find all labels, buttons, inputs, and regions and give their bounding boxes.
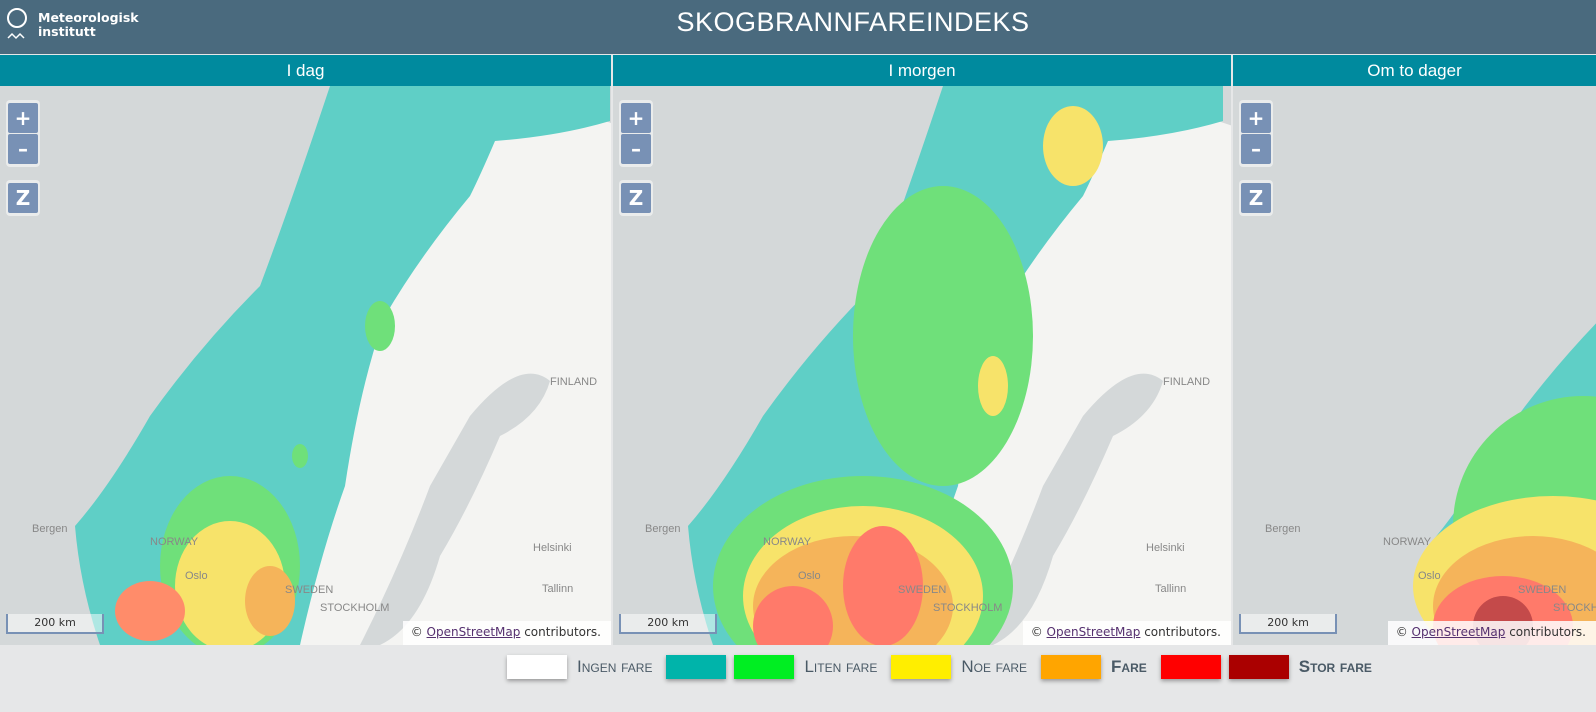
map[interactable]: + – Z FINLAND SWEDEN STOCKHOLM Helsinki … bbox=[0, 86, 611, 645]
panel-title: I morgen bbox=[888, 61, 956, 80]
map-label-sweden: SWEDEN bbox=[285, 584, 334, 596]
zoom-in-button[interactable]: + bbox=[8, 103, 38, 133]
openstreetmap-link[interactable]: OpenStreetMap bbox=[426, 625, 521, 639]
map-panel: Om to dager + – Z FINLAND SWEDEN STOCKHO… bbox=[1233, 55, 1596, 645]
openstreetmap-link[interactable]: OpenStreetMap bbox=[1046, 625, 1141, 639]
attribution-suffix: contributors. bbox=[1140, 625, 1221, 639]
fire-danger-area bbox=[365, 301, 395, 351]
fire-danger-area bbox=[978, 356, 1008, 416]
logo-line1: Meteorologisk bbox=[38, 10, 139, 25]
zoom-out-button[interactable]: – bbox=[1241, 134, 1271, 164]
zoom-in-button[interactable]: + bbox=[1241, 103, 1271, 133]
fire-danger-area bbox=[853, 186, 1033, 486]
fire-danger-area bbox=[753, 586, 833, 645]
met-logo[interactable]: Meteorologisk institutt bbox=[6, 8, 139, 42]
map-canvas[interactable] bbox=[0, 86, 611, 645]
map-label-finland: FINLAND bbox=[550, 376, 598, 388]
page-title: SKOGBRANNFAREINDEKS bbox=[676, 7, 1030, 37]
copyright-symbol: © bbox=[1030, 625, 1043, 639]
fire-danger-area bbox=[115, 581, 185, 641]
legend: Ingen fare Liten fare Noe fare Fare Stor far… bbox=[507, 655, 1378, 679]
panel-title: Om to dager bbox=[1367, 61, 1462, 80]
zoom-control: + – bbox=[6, 100, 40, 167]
map-canvas[interactable] bbox=[613, 86, 1231, 645]
zoom-out-button[interactable]: – bbox=[8, 134, 38, 164]
legend-label: Noe fare bbox=[961, 657, 1028, 676]
zoom-out-button[interactable]: – bbox=[621, 134, 651, 164]
openstreetmap-link[interactable]: OpenStreetMap bbox=[1411, 625, 1506, 639]
legend-label: Ingen fare bbox=[577, 657, 653, 676]
scale-bar: 200 km bbox=[619, 614, 717, 634]
map-panel: I dag + – Z FINLAND SWEDEN STOCKHOLM Hel… bbox=[0, 55, 611, 645]
logo-line2: institutt bbox=[38, 24, 96, 39]
attribution: © OpenStreetMap contributors. bbox=[1387, 621, 1596, 645]
legend-swatch bbox=[891, 655, 952, 679]
map-label-helsinki: Helsinki bbox=[533, 542, 572, 554]
map-panel: I morgen + – Z FINLAND SWEDEN STOCKHOLM … bbox=[613, 55, 1231, 645]
map-label-bergen: Bergen bbox=[1265, 523, 1301, 535]
map-label-norway: NORWAY bbox=[1383, 536, 1432, 548]
panel-title: I dag bbox=[286, 61, 325, 80]
panel-tab: I morgen bbox=[613, 55, 1231, 86]
legend-swatch bbox=[734, 655, 795, 679]
map-label-helsinki: Helsinki bbox=[1146, 542, 1185, 554]
legend-swatch bbox=[666, 655, 727, 679]
fire-danger-area bbox=[292, 444, 308, 468]
scale-bar: 200 km bbox=[6, 614, 104, 634]
map-canvas[interactable] bbox=[1233, 86, 1596, 645]
legend-label: Liten fare bbox=[804, 657, 878, 676]
map-label-tallinn: Tallinn bbox=[1155, 583, 1187, 595]
map-label-oslo: Oslo bbox=[798, 570, 821, 582]
map-label-norway: NORWAY bbox=[150, 536, 199, 548]
reset-zoom-button[interactable]: Z bbox=[8, 183, 38, 213]
map-label-sweden: SWEDEN bbox=[1518, 584, 1567, 596]
reset-zoom-button[interactable]: Z bbox=[621, 183, 651, 213]
copyright-symbol: © bbox=[1395, 625, 1408, 639]
map-label-oslo: Oslo bbox=[185, 570, 208, 582]
map[interactable]: + – Z FINLAND SWEDEN STOCKHOLM Helsinki … bbox=[1233, 86, 1596, 645]
map-label-norway: NORWAY bbox=[763, 536, 812, 548]
legend-swatch bbox=[1228, 655, 1289, 679]
attribution-suffix: contributors. bbox=[520, 625, 601, 639]
fire-danger-area bbox=[843, 526, 923, 645]
panel-tab: I dag bbox=[0, 55, 611, 86]
fire-danger-area bbox=[1043, 106, 1103, 186]
map-label-sweden: SWEDEN bbox=[898, 584, 947, 596]
copyright-symbol: © bbox=[410, 625, 423, 639]
map-label-stockholm: STOCKHOLM bbox=[1553, 602, 1596, 614]
map-label-tallinn: Tallinn bbox=[542, 583, 574, 595]
fire-danger-area bbox=[245, 566, 295, 636]
map-label-oslo: Oslo bbox=[1418, 570, 1441, 582]
map-label-stockholm: STOCKHOLM bbox=[320, 602, 390, 614]
zoom-in-button[interactable]: + bbox=[621, 103, 651, 133]
zoom-control: + – bbox=[1239, 100, 1273, 167]
map-label-bergen: Bergen bbox=[645, 523, 681, 535]
reset-zoom-control: Z bbox=[6, 180, 40, 216]
map-label-stockholm: STOCKHOLM bbox=[933, 602, 1003, 614]
legend-swatch bbox=[1160, 655, 1221, 679]
reset-zoom-control: Z bbox=[619, 180, 653, 216]
scale-bar: 200 km bbox=[1239, 614, 1337, 634]
legend-label: Fare bbox=[1111, 657, 1147, 676]
map-label-finland: FINLAND bbox=[1163, 376, 1211, 388]
header: Meteorologisk institutt SKOGBRANNFAREINDE… bbox=[0, 0, 1596, 54]
legend-label: Stor fare bbox=[1298, 657, 1372, 676]
legend-swatch bbox=[507, 655, 567, 679]
reset-zoom-control: Z bbox=[1239, 180, 1273, 216]
reset-zoom-button[interactable]: Z bbox=[1241, 183, 1271, 213]
attribution: © OpenStreetMap contributors. bbox=[1022, 621, 1231, 645]
met-logo-icon bbox=[7, 8, 27, 40]
map[interactable]: + – Z FINLAND SWEDEN STOCKHOLM Helsinki … bbox=[613, 86, 1231, 645]
zoom-control: + – bbox=[619, 100, 653, 167]
map-label-bergen: Bergen bbox=[32, 523, 68, 535]
panel-tab: Om to dager bbox=[1233, 55, 1596, 86]
legend-swatch bbox=[1041, 655, 1102, 679]
attribution-suffix: contributors. bbox=[1505, 625, 1586, 639]
attribution: © OpenStreetMap contributors. bbox=[402, 621, 611, 645]
